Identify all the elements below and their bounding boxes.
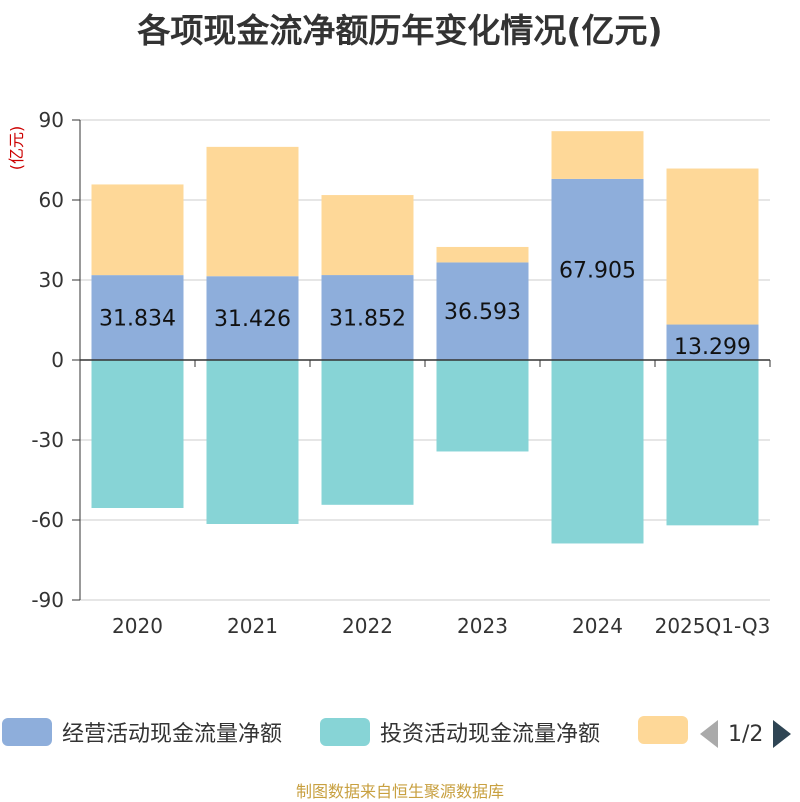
data-label-operating: 67.905 [559, 258, 636, 283]
legend-item-investing[interactable]: 投资活动现金流量净额 [320, 716, 600, 748]
y-tick-label: -90 [31, 588, 64, 612]
legend-swatch-operating [2, 718, 52, 746]
bar-investing [321, 360, 414, 505]
bar-other [551, 131, 644, 179]
bar-investing [436, 360, 529, 452]
legend: 经营活动现金流量净额 投资活动现金流量净额 1/2 [0, 716, 800, 756]
bar-operating [206, 276, 299, 360]
y-tick-label: 60 [39, 188, 64, 212]
data-label-operating: 13.299 [674, 335, 751, 360]
bar-operating [436, 262, 529, 360]
bar-other [206, 146, 299, 277]
bar-operating [551, 178, 644, 360]
legend-label-operating: 经营活动现金流量净额 [62, 722, 283, 747]
x-tick-label: 2024 [572, 614, 623, 638]
legend-pager: 1/2 [700, 716, 792, 752]
data-label-operating: 31.852 [329, 307, 406, 332]
bar-investing [666, 360, 759, 526]
y-tick-label: -30 [31, 428, 64, 452]
legend-swatch-third [638, 716, 688, 744]
x-tick-label: 2025Q1-Q3 [655, 614, 771, 638]
bar-operating [321, 275, 414, 360]
y-tick-label: 30 [39, 268, 64, 292]
legend-item-operating[interactable]: 经营活动现金流量净额 [2, 716, 282, 748]
x-tick-label: 2021 [227, 614, 278, 638]
y-axis-title: (亿元) [7, 126, 26, 171]
bar-investing [206, 360, 299, 524]
bar-chart: 90 60 30 0 -30 -60 -90 (亿元) 2020 2021 2022 2023 2024… [7, 108, 771, 638]
legend-swatch-investing [320, 718, 370, 746]
data-label-operating: 36.593 [444, 300, 521, 325]
bar-investing [551, 360, 644, 544]
pager-text: 1/2 [728, 721, 764, 747]
x-tick-label: 2023 [457, 614, 508, 638]
y-tick-label: 90 [39, 108, 64, 132]
pager-prev-icon[interactable] [700, 720, 718, 748]
chart-title: 各项现金流净额历年变化情况(亿元) [137, 11, 663, 50]
bar-operating [666, 324, 759, 360]
bar-other [436, 246, 529, 263]
x-tick-label: 2020 [112, 614, 163, 638]
y-tick-label: 0 [51, 348, 64, 372]
bar-investing [91, 360, 184, 508]
x-tick-label: 2022 [342, 614, 393, 638]
bar-other [666, 168, 759, 325]
bar-other [91, 184, 184, 276]
legend-label-investing: 投资活动现金流量净额 [380, 722, 601, 747]
bar-operating [91, 275, 184, 360]
source-footer: 制图数据来自恒生聚源数据库 [295, 782, 504, 801]
bar-other [321, 195, 414, 276]
data-label-operating: 31.834 [99, 307, 176, 332]
legend-item-third[interactable] [638, 716, 688, 744]
y-tick-label: -60 [31, 508, 64, 532]
data-label-operating: 31.426 [214, 307, 291, 332]
pager-next-icon[interactable] [773, 720, 792, 748]
